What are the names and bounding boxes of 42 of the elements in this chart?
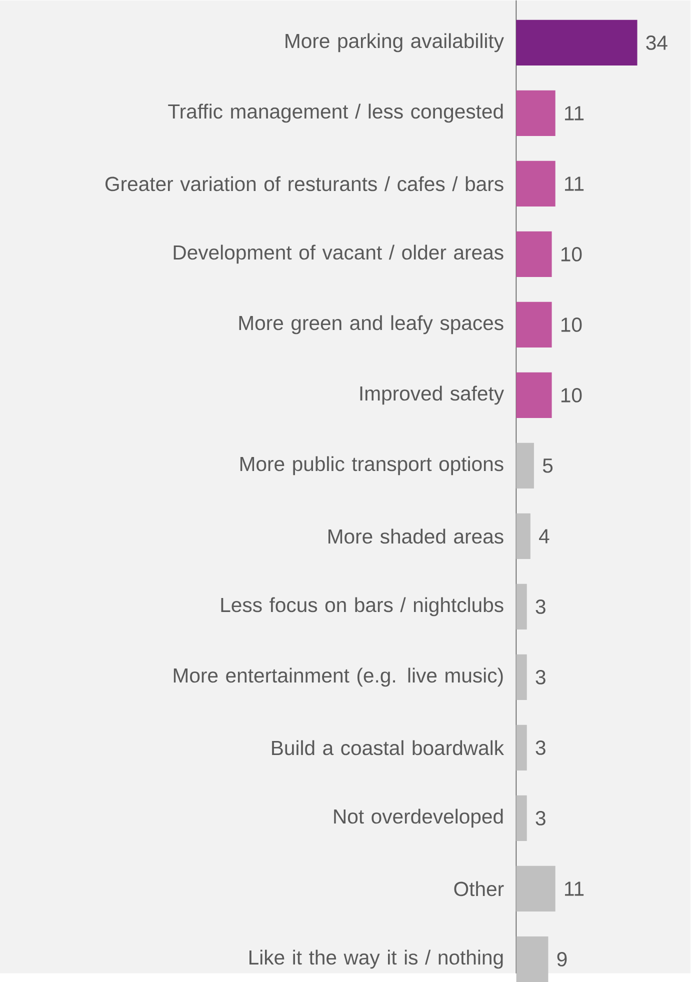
y-tick-label: Other bbox=[454, 881, 504, 896]
data-label: 3 bbox=[536, 600, 546, 614]
y-tick-label: Build a coastal boardwalk bbox=[272, 740, 504, 756]
y-tick-label: More public transport options bbox=[240, 456, 504, 476]
data-label: 5 bbox=[543, 458, 553, 473]
data-label: 11 bbox=[565, 106, 584, 120]
bar bbox=[516, 724, 528, 771]
bar bbox=[516, 654, 528, 700]
bar bbox=[516, 160, 556, 206]
y-tick-label: More green and leafy spaces bbox=[240, 315, 504, 334]
y-tick-label: More entertainment (e.g. live music) bbox=[174, 668, 504, 687]
bar bbox=[516, 795, 528, 842]
bar bbox=[516, 513, 531, 559]
bar bbox=[516, 584, 528, 630]
data-label: 3 bbox=[536, 670, 546, 684]
data-label: 11 bbox=[565, 176, 584, 191]
bar bbox=[516, 20, 638, 66]
data-label: 10 bbox=[562, 318, 582, 332]
y-tick-label: More shaded areas bbox=[328, 528, 504, 544]
y-tick-label: Development of vacant / older areas bbox=[174, 244, 504, 264]
data-label: 10 bbox=[562, 388, 582, 402]
bar bbox=[516, 302, 552, 348]
data-label: 10 bbox=[562, 247, 582, 262]
data-label: 4 bbox=[539, 529, 550, 544]
bar bbox=[516, 936, 548, 982]
data-label: 9 bbox=[558, 952, 567, 966]
y-tick-label: Less focus on bars / nightclubs bbox=[221, 597, 504, 616]
data-label: 3 bbox=[536, 740, 546, 755]
y-tick-label: More parking availability bbox=[286, 33, 504, 52]
bar bbox=[516, 90, 556, 136]
bar bbox=[516, 442, 534, 488]
y-tick-label: Like it the way it is / nothing bbox=[250, 950, 503, 969]
y-tick-label: Traffic management / less congested bbox=[168, 104, 503, 123]
y-tick-label: Not overdeveloped bbox=[334, 808, 503, 828]
bar bbox=[516, 866, 556, 912]
bar bbox=[516, 231, 552, 277]
bar bbox=[516, 372, 552, 418]
data-label: 3 bbox=[536, 811, 546, 826]
y-tick-label: Greater variation of resturants / cafes / bars bbox=[106, 176, 504, 192]
data-label: 11 bbox=[565, 882, 584, 896]
y-tick-label: Improved safety bbox=[360, 386, 504, 405]
data-label: 34 bbox=[646, 36, 668, 50]
